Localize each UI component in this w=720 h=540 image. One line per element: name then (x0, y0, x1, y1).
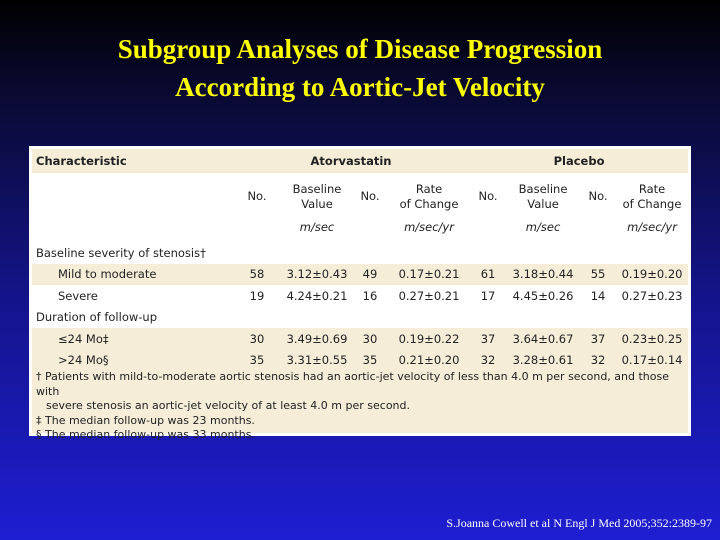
col-no: No. (478, 189, 498, 203)
col-no: No. (247, 189, 267, 203)
col-no: No. (360, 189, 380, 203)
table-row: Severe 19 4.24±0.21 16 0.27±0.21 17 4.45… (32, 285, 688, 307)
cell: 0.23±0.25 (616, 328, 689, 350)
cell: 0.21±0.20 (388, 349, 471, 371)
table-row: Mild to moderate 58 3.12±0.43 49 0.17±0.… (32, 263, 689, 285)
footnote-section: § The median follow-up was 33 months. (36, 428, 255, 441)
cell: 19 (249, 288, 265, 303)
cell: 55 (580, 263, 617, 285)
cell: 14 (590, 288, 606, 303)
section-label: Duration of follow-up (36, 310, 157, 325)
cell: 3.18±0.44 (506, 263, 581, 285)
cell: 30 (352, 328, 388, 350)
unit-baseline: m/sec (525, 220, 561, 234)
cell: 0.27±0.21 (398, 288, 460, 303)
table-footnotes: † Patients with mild-to-moderate aortic … (32, 370, 688, 441)
cell: 37 (580, 328, 617, 350)
cell: 3.49±0.69 (282, 328, 352, 350)
unit-rate: m/sec/yr (404, 220, 454, 234)
row-label: Mild to moderate (32, 263, 232, 285)
section-row: Duration of follow-up (32, 307, 688, 329)
cell: 3.28±0.61 (506, 349, 581, 371)
cell: 30 (232, 328, 282, 350)
cell: 16 (362, 288, 378, 303)
citation: S.Joanna Cowell et al N Engl J Med 2005;… (446, 516, 712, 530)
table-row: ≤24 Mo‡ 30 3.49±0.69 30 0.19±0.22 37 3.6… (32, 328, 689, 350)
col-rate: Rate of Change (399, 181, 459, 211)
cell: 37 (470, 328, 507, 350)
unit-baseline: m/sec (299, 220, 335, 234)
row-label: Severe (58, 288, 98, 303)
section-label: Baseline severity of stenosis† (36, 245, 206, 260)
cell: 3.12±0.43 (282, 263, 352, 285)
cell: 3.31±0.55 (282, 349, 352, 371)
title-line-1: Subgroup Analyses of Disease Progression (117, 34, 603, 64)
header-row: Characteristic Atorvastatin Placebo (32, 149, 689, 173)
row-label: ≤24 Mo‡ (32, 328, 232, 350)
subgroup-table: Characteristic Atorvastatin Placebo No. … (32, 149, 689, 371)
col-rate: Rate of Change (622, 181, 682, 211)
cell: 4.24±0.21 (286, 288, 348, 303)
characteristic-header: Characteristic (32, 149, 232, 173)
footnote-double-dagger: ‡ The median follow-up was 23 months. (36, 413, 255, 427)
cell: 0.19±0.22 (388, 328, 471, 350)
cell: 58 (232, 263, 282, 285)
cell: 4.45±0.26 (512, 288, 574, 303)
placebo-header: Placebo (470, 149, 689, 173)
cell: 17 (480, 288, 496, 303)
section-row: Baseline severity of stenosis† (32, 242, 688, 264)
unit-rate: m/sec/yr (627, 220, 677, 234)
col-baseline: Baseline Value (518, 181, 568, 211)
title-line-2: According to Aortic-Jet Velocity (175, 72, 545, 102)
cell: 61 (470, 263, 507, 285)
cell: 32 (470, 349, 507, 371)
cell: 32 (580, 349, 617, 371)
cell: 49 (352, 263, 388, 285)
cell: 3.64±0.67 (506, 328, 581, 350)
cell: 35 (232, 349, 282, 371)
slide-title: Subgroup Analyses of Disease Progression… (0, 30, 720, 106)
cell: 0.19±0.20 (616, 263, 689, 285)
cell: 0.27±0.23 (621, 288, 683, 303)
cell: 0.17±0.21 (388, 263, 471, 285)
column-header-row: No. Baseline Value No. Rate of Change No. … (32, 173, 688, 220)
atorvastatin-header: Atorvastatin (232, 149, 471, 173)
cell: 35 (352, 349, 388, 371)
col-baseline: Baseline Value (292, 181, 342, 211)
table-card: Characteristic Atorvastatin Placebo No. … (29, 146, 691, 441)
cell: 0.17±0.14 (616, 349, 689, 371)
table-row: >24 Mo§ 35 3.31±0.55 35 0.21±0.20 32 3.2… (32, 349, 689, 371)
footnote-dagger-cont: severe stenosis an aortic-jet velocity o… (46, 399, 411, 412)
col-no: No. (588, 189, 608, 203)
row-label: >24 Mo§ (32, 349, 232, 371)
footnote-dagger: † Patients with mild-to-moderate aortic … (36, 370, 669, 398)
units-row: m/sec m/sec/yr m/sec m/sec/yr (32, 220, 688, 242)
